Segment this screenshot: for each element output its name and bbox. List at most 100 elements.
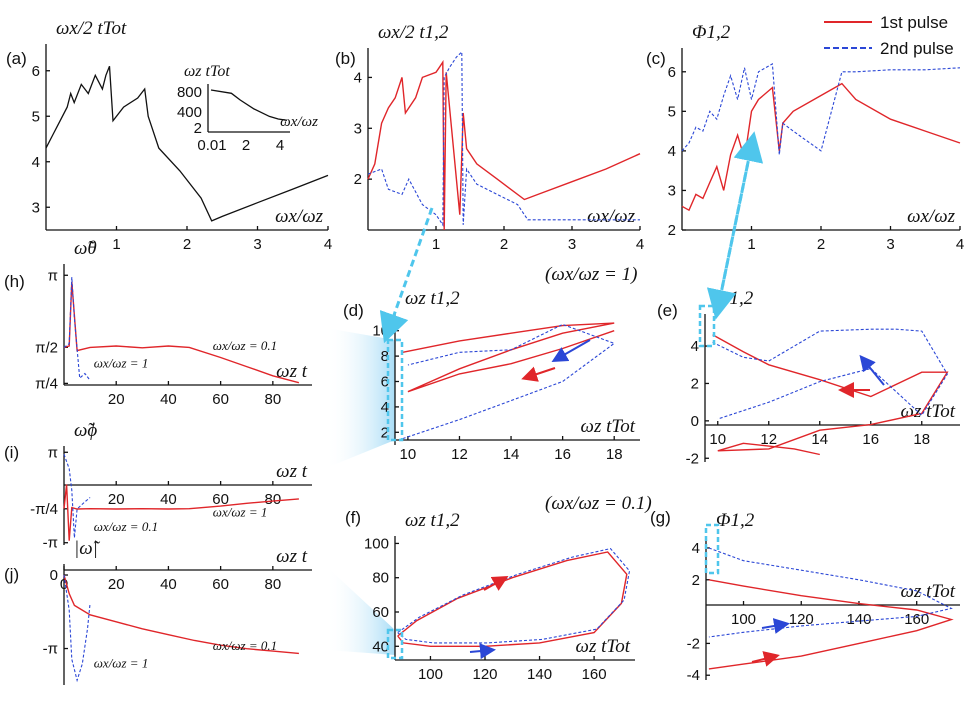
x-tick-label-e-2: 14 xyxy=(811,431,828,448)
y-tick-label-a-3: 6 xyxy=(32,63,40,80)
x-axis-title-h: ωz t xyxy=(276,361,308,382)
x-axis-title-i: ωz t xyxy=(276,461,308,482)
y-tick-label-f-2: 80 xyxy=(372,570,389,587)
annotation-j-0: ωx/ωz = 0.1 xyxy=(213,638,277,653)
panel-label-b: (b) xyxy=(335,49,356,68)
y-tick-label-f-3: 100 xyxy=(364,535,389,552)
x-tick-label-b-2: 3 xyxy=(568,236,576,253)
zoom-cone-d xyxy=(326,328,395,468)
y-tick-label-c-0: 2 xyxy=(668,222,676,239)
series-g-0 xyxy=(708,579,954,670)
y-tick-label-e-1: 0 xyxy=(691,413,699,430)
y-axis-title-b: ωx/2 t1,2 xyxy=(378,22,449,43)
x-tick-label-i-3: 80 xyxy=(264,491,281,508)
y-tick-label-d-4: 10 xyxy=(372,323,389,340)
y-tick-label-d-0: 2 xyxy=(381,424,389,441)
y-tick-label-d-2: 6 xyxy=(381,374,389,391)
x-tick-label-i-1: 40 xyxy=(160,491,177,508)
x-tick-label-e-1: 12 xyxy=(760,431,777,448)
x-tick-label-a-3: 4 xyxy=(324,236,332,253)
y-tick-label-b-2: 4 xyxy=(354,69,362,86)
series-c-1 xyxy=(681,62,961,155)
x-tick-label-h-0: 20 xyxy=(108,391,125,408)
x-tick-label-g-0: 100 xyxy=(731,611,756,628)
x-tick-label-b-1: 2 xyxy=(500,236,508,253)
series-h-1 xyxy=(63,277,91,381)
regime-label-01: (ωx/ωz = 0.1) xyxy=(545,493,652,514)
y-tick-label-c-1: 3 xyxy=(668,182,676,199)
y-axis-title-g: Φ1,2 xyxy=(716,510,755,531)
annotation-h-0: ωx/ωz = 0.1 xyxy=(213,338,277,353)
inset-x-tick-2: 4 xyxy=(276,137,284,154)
x-tick-label-d-3: 16 xyxy=(554,446,571,463)
series-f-0 xyxy=(397,551,628,647)
x-tick-label-g-1: 120 xyxy=(789,611,814,628)
link-arrow-b-d xyxy=(379,207,434,344)
series-i-0 xyxy=(63,484,299,541)
inset-y-tick-0: 800 xyxy=(177,84,202,101)
annotation-h-1: ωx/ωz = 1 xyxy=(94,355,149,370)
x-tick-label-b-0: 1 xyxy=(432,236,440,253)
x-tick-label-f-1: 120 xyxy=(472,666,497,683)
y-tick-label-c-4: 6 xyxy=(668,64,676,81)
series-b-1 xyxy=(367,50,640,227)
highlight-box-d xyxy=(386,338,404,442)
y-tick-label-d-3: 8 xyxy=(381,348,389,365)
x-tick-label-a-1: 2 xyxy=(183,236,191,253)
arrow-g-red xyxy=(751,651,780,667)
y-axis-title-f: ωz t1,2 xyxy=(405,510,460,531)
series-d-0 xyxy=(402,322,615,393)
highlight-box-g xyxy=(704,523,720,575)
x-tick-label-j-3: 60 xyxy=(212,576,229,593)
legend: 1st pulse 2nd pulse xyxy=(824,13,954,58)
x-tick-label-d-1: 12 xyxy=(451,446,468,463)
x-tick-label-j-2: 40 xyxy=(160,576,177,593)
zoom-cone-f xyxy=(326,566,395,655)
series-e-1 xyxy=(712,328,948,420)
annotation-i-0: ωx/ωz = 1 xyxy=(213,505,268,520)
x-tick-label-f-3: 160 xyxy=(582,666,607,683)
arrow-g-blue xyxy=(761,618,790,634)
panel-label-e: (e) xyxy=(657,301,678,320)
highlight-box-f xyxy=(386,628,404,660)
x-tick-label-d-0: 10 xyxy=(400,446,417,463)
series-c-0 xyxy=(681,82,961,212)
y-axis-title-c: Φ1,2 xyxy=(692,22,731,43)
panel-label-a: (a) xyxy=(6,49,27,68)
y-axis-title-h: ω̃θ xyxy=(74,238,97,259)
series-d-1 xyxy=(402,323,616,440)
x-tick-label-c-0: 1 xyxy=(747,236,755,253)
x-axis-title-f: ωz tTot xyxy=(576,636,631,657)
x-tick-label-d-4: 18 xyxy=(606,446,623,463)
inset-y-tick-1: 400 xyxy=(177,104,202,121)
y-tick-label-f-0: 40 xyxy=(372,638,389,655)
regime-label-1: (ωx/ωz = 1) xyxy=(545,264,637,285)
y-tick-label-a-0: 3 xyxy=(32,199,40,216)
y-tick-label-g-1: -2 xyxy=(687,635,700,652)
x-tick-label-e-0: 10 xyxy=(709,431,726,448)
arrow-f-red xyxy=(483,576,509,591)
x-tick-label-e-3: 16 xyxy=(862,431,879,448)
x-tick-label-b-3: 4 xyxy=(636,236,644,253)
series-f-1 xyxy=(397,547,631,644)
x-axis-title-j: ωz t xyxy=(276,546,308,567)
x-tick-label-a-0: 1 xyxy=(112,236,120,253)
y-tick-label-b-1: 3 xyxy=(354,120,362,137)
inset-y-title: ωz tTot xyxy=(184,63,230,80)
y-tick-label-i-1: -π/4 xyxy=(30,501,58,518)
y-tick-label-d-1: 4 xyxy=(381,399,389,416)
panel-label-d: (d) xyxy=(343,301,364,320)
series-j-1 xyxy=(63,574,91,683)
panel-label-f: (f) xyxy=(345,508,361,527)
x-axis-title-a: ωx/ωz xyxy=(275,206,324,227)
inset-series xyxy=(210,89,288,121)
x-axis-title-b: ωx/ωz xyxy=(587,206,636,227)
series-a-0 xyxy=(45,65,329,222)
x-tick-label-j-1: 20 xyxy=(108,576,125,593)
series-i-1 xyxy=(63,454,91,538)
y-axis-title-j: |ω̃| xyxy=(74,538,101,559)
x-tick-label-h-2: 60 xyxy=(212,391,229,408)
y-tick-label-e-2: 2 xyxy=(691,375,699,392)
y-tick-label-g-3: 4 xyxy=(692,540,700,557)
inset-x-tick-1: 2 xyxy=(242,137,250,154)
